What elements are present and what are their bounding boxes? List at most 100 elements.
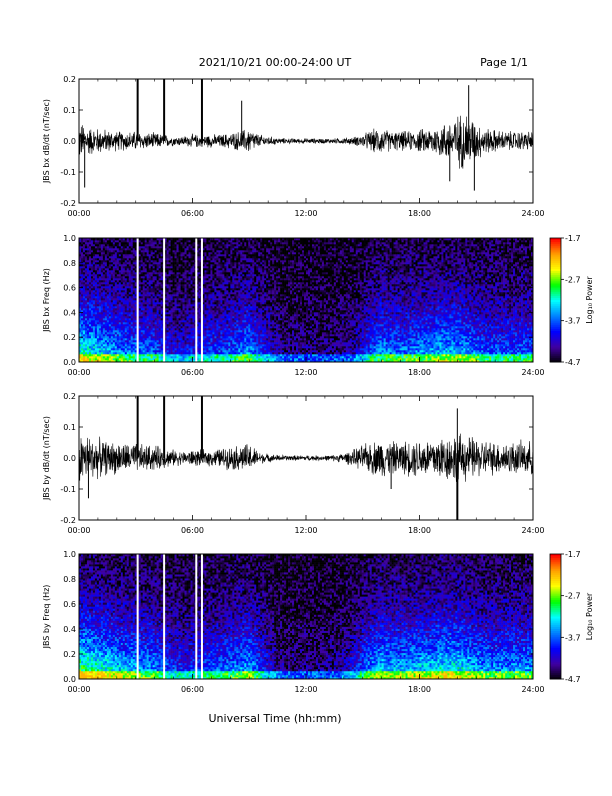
heatmap-cell xyxy=(121,304,123,306)
heatmap-cell xyxy=(107,312,109,314)
heatmap-cell xyxy=(101,322,103,324)
heatmap-cell xyxy=(234,346,236,348)
heatmap-cell xyxy=(87,342,89,344)
heatmap-cell xyxy=(99,348,101,350)
heatmap-cell xyxy=(228,244,230,246)
heatmap-cell xyxy=(151,282,153,284)
heatmap-cell xyxy=(155,250,157,252)
heatmap-cell xyxy=(198,318,200,320)
heatmap-cell xyxy=(173,342,175,344)
heatmap-cell xyxy=(119,346,121,348)
heatmap-cell xyxy=(87,354,89,356)
heatmap-cell xyxy=(109,352,111,354)
heatmap-cell xyxy=(198,330,200,332)
heatmap-cell xyxy=(159,324,161,326)
heatmap-cell xyxy=(139,306,141,308)
heatmap-cell xyxy=(119,356,121,358)
heatmap-cell xyxy=(179,262,181,264)
heatmap-cell xyxy=(111,334,113,336)
heatmap-cell xyxy=(218,330,220,332)
heatmap-cell xyxy=(107,270,109,272)
heatmap-cell xyxy=(133,260,135,262)
heatmap-cell xyxy=(234,290,236,292)
heatmap-cell xyxy=(119,252,121,254)
heatmap-cell xyxy=(81,326,83,328)
heatmap-cell xyxy=(224,332,226,334)
heatmap-cell xyxy=(85,358,87,360)
heatmap-cell xyxy=(206,266,208,268)
heatmap-cell xyxy=(226,346,228,348)
heatmap-cell xyxy=(115,286,117,288)
heatmap-cell xyxy=(208,350,210,352)
heatmap-cell xyxy=(220,248,222,250)
heatmap-cell xyxy=(117,278,119,280)
heatmap-cell xyxy=(131,262,133,264)
heatmap-cell xyxy=(109,242,111,244)
heatmap-cell xyxy=(230,246,232,248)
heatmap-cell xyxy=(218,304,220,306)
heatmap-cell xyxy=(189,274,191,276)
heatmap-cell xyxy=(109,334,111,336)
heatmap-cell xyxy=(226,274,228,276)
heatmap-cell xyxy=(127,314,129,316)
heatmap-cell xyxy=(167,294,169,296)
heatmap-cell xyxy=(181,266,183,268)
heatmap-cell xyxy=(187,306,189,308)
heatmap-cell xyxy=(91,298,93,300)
heatmap-cell xyxy=(111,248,113,250)
heatmap-cell xyxy=(101,344,103,346)
heatmap-cell xyxy=(175,308,177,310)
heatmap-cell xyxy=(169,268,171,270)
heatmap-cell xyxy=(89,268,91,270)
heatmap-cell xyxy=(89,272,91,274)
heatmap-cell xyxy=(193,298,195,300)
heatmap-cell xyxy=(143,322,145,324)
heatmap-cell xyxy=(107,276,109,278)
heatmap-cell xyxy=(159,354,161,356)
heatmap-cell xyxy=(147,334,149,336)
heatmap-cell xyxy=(87,254,89,256)
heatmap-cell xyxy=(133,312,135,314)
heatmap-cell xyxy=(87,264,89,266)
heatmap-cell xyxy=(145,310,147,312)
heatmap-cell xyxy=(133,276,135,278)
heatmap-cell xyxy=(226,296,228,298)
heatmap-cell xyxy=(218,264,220,266)
heatmap-cell xyxy=(228,282,230,284)
heatmap-cell xyxy=(157,300,159,302)
heatmap-cell xyxy=(187,296,189,298)
heatmap-cell xyxy=(222,272,224,274)
heatmap-cell xyxy=(193,288,195,290)
heatmap-cell xyxy=(171,256,173,258)
heatmap-cell xyxy=(173,290,175,292)
heatmap-cell xyxy=(131,252,133,254)
heatmap-cell xyxy=(187,348,189,350)
heatmap-cell xyxy=(101,282,103,284)
heatmap-cell xyxy=(133,318,135,320)
heatmap-cell xyxy=(179,260,181,262)
heatmap-cell xyxy=(155,258,157,260)
heatmap-cell xyxy=(97,320,99,322)
heatmap-cell xyxy=(224,310,226,312)
heatmap-cell xyxy=(87,332,89,334)
heatmap-cell xyxy=(224,282,226,284)
heatmap-cell xyxy=(157,242,159,244)
heatmap-cell xyxy=(198,294,200,296)
heatmap-cell xyxy=(139,298,141,300)
heatmap-cell xyxy=(123,248,125,250)
heatmap-cell xyxy=(151,320,153,322)
heatmap-cell xyxy=(85,318,87,320)
heatmap-cell xyxy=(89,306,91,308)
heatmap-cell xyxy=(139,248,141,250)
heatmap-cell xyxy=(220,246,222,248)
heatmap-cell xyxy=(83,266,85,268)
heatmap-cell xyxy=(169,266,171,268)
heatmap-cell xyxy=(125,288,127,290)
heatmap-cell xyxy=(189,268,191,270)
heatmap-cell xyxy=(155,350,157,352)
heatmap-cell xyxy=(99,246,101,248)
heatmap-cell xyxy=(143,350,145,352)
heatmap-cell xyxy=(115,326,117,328)
heatmap-cell xyxy=(177,268,179,270)
heatmap-cell xyxy=(97,268,99,270)
